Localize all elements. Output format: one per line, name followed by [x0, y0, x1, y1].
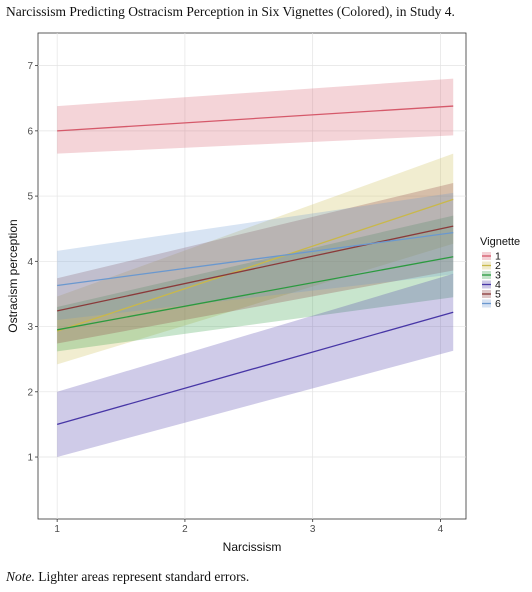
- x-tick-label-4: 4: [438, 524, 444, 535]
- y-tick-label-3: 3: [27, 322, 33, 333]
- regression-lines: [56, 105, 454, 426]
- legend-label-3: 3: [495, 270, 501, 282]
- legend-label-1: 1: [495, 251, 501, 263]
- y-tick-label-4: 4: [27, 257, 33, 268]
- line-vignette-1: [57, 105, 454, 132]
- y-tick-label-1: 1: [27, 453, 33, 464]
- x-tick-label-2: 2: [182, 524, 188, 535]
- figure-caption: Narcissism Predicting Ostracism Percepti…: [6, 4, 455, 19]
- x-axis-title: Narcissism: [223, 540, 282, 554]
- ribbon-vignette-4: [57, 273, 454, 458]
- line-vignette-4: [56, 311, 454, 426]
- ribbon-vignette-5: [57, 183, 454, 344]
- legend-label-2: 2: [495, 260, 501, 272]
- line-vignette-3: [57, 256, 454, 331]
- line-vignette-6: [57, 231, 454, 287]
- y-tick-label-6: 6: [27, 126, 33, 137]
- ribbon-vignette-6: [57, 192, 454, 321]
- y-tick-label-5: 5: [27, 192, 33, 203]
- x-axis: 1 2 3 4: [54, 519, 444, 535]
- ribbon-vignette-1: [57, 78, 454, 154]
- x-tick-label-3: 3: [310, 524, 316, 535]
- confidence-ribbons: [57, 78, 454, 458]
- grid-lines: [38, 33, 466, 519]
- legend-title: Vignette: [480, 236, 520, 248]
- y-axis-title: Ostracism perception: [6, 219, 20, 332]
- line-vignette-5: [57, 225, 454, 312]
- figure-note: Note. Lighter areas represent standard e…: [6, 569, 526, 585]
- legend-label-4: 4: [495, 279, 501, 291]
- legend-label-5: 5: [495, 289, 501, 301]
- note-text: Lighter areas represent standard errors.: [34, 569, 250, 584]
- y-axis: 1 2 3 4 5 6 7: [27, 61, 38, 464]
- y-tick-label-7: 7: [27, 61, 33, 72]
- line-vignette-2: [56, 198, 454, 332]
- ribbon-vignette-3: [57, 215, 454, 352]
- x-tick-label-1: 1: [54, 524, 60, 535]
- note-label: Note.: [6, 569, 35, 584]
- legend-label-6: 6: [495, 298, 501, 310]
- plot-panel: [37, 32, 467, 520]
- y-tick-label-2: 2: [27, 387, 33, 398]
